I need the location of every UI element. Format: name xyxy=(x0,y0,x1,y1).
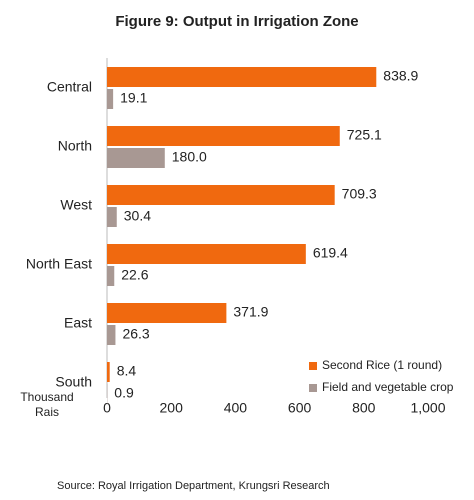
x-axis-label: Thousand Rais xyxy=(20,390,74,419)
value-label: 22.6 xyxy=(121,267,148,283)
x-tick-label: 1,000 xyxy=(410,400,445,416)
x-tick-label: 600 xyxy=(288,400,312,416)
value-label: 26.3 xyxy=(122,326,149,342)
value-label: 30.4 xyxy=(124,208,151,224)
bar xyxy=(107,325,116,345)
x-tick-label: 0 xyxy=(103,400,111,416)
bar xyxy=(107,207,117,227)
bar xyxy=(107,126,340,146)
x-tick-label: 200 xyxy=(160,400,184,416)
bar xyxy=(107,266,115,286)
legend-swatch xyxy=(309,384,317,392)
value-label: 8.4 xyxy=(117,363,137,379)
y-tick-label: North xyxy=(58,138,92,154)
bar xyxy=(107,185,335,205)
y-tick-label: East xyxy=(64,315,92,331)
value-label: 19.1 xyxy=(120,90,147,106)
legend-label: Field and vegetable crop xyxy=(322,380,454,394)
bar xyxy=(107,148,165,168)
chart-title: Figure 9: Output in Irrigation Zone xyxy=(115,13,358,30)
y-tick-label: South xyxy=(55,374,92,390)
source: Source: Royal Irrigation Department, Kru… xyxy=(57,480,330,492)
legend-swatch xyxy=(309,362,317,370)
x-tick-label: 800 xyxy=(352,400,376,416)
y-tick-label: North East xyxy=(26,256,92,272)
value-label: 371.9 xyxy=(233,304,268,320)
bar xyxy=(107,67,377,87)
value-label: 180.0 xyxy=(172,149,207,165)
value-label: 709.3 xyxy=(342,186,377,202)
y-tick-label: Central xyxy=(47,79,92,95)
bar xyxy=(107,89,114,109)
y-tick-label: West xyxy=(60,197,92,213)
bar xyxy=(107,362,110,382)
value-label: 725.1 xyxy=(347,127,382,143)
bar xyxy=(107,244,306,264)
bar xyxy=(107,303,227,323)
value-label: 0.9 xyxy=(114,385,134,401)
value-label: 838.9 xyxy=(383,68,418,84)
value-label: 619.4 xyxy=(313,245,348,261)
legend-label: Second Rice (1 round) xyxy=(322,358,442,372)
x-tick-label: 400 xyxy=(224,400,248,416)
